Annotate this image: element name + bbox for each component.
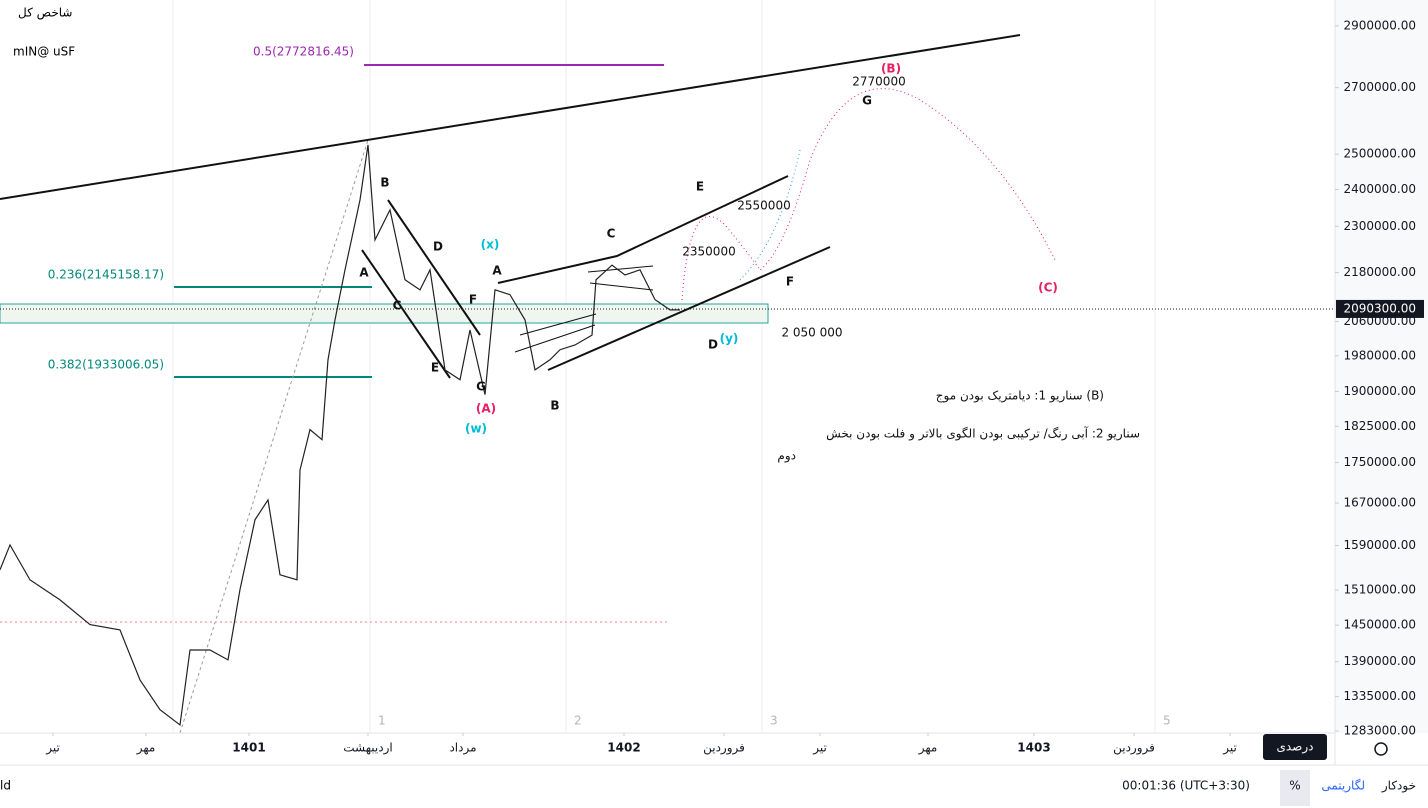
trendline bbox=[589, 282, 654, 291]
zone bbox=[0, 303, 769, 324]
auto-button[interactable]: خودکار bbox=[1381, 779, 1416, 794]
pane-number: 2 bbox=[574, 714, 582, 728]
x-tick-label: فروردین bbox=[1113, 741, 1155, 756]
annotation: 2350000 bbox=[682, 245, 735, 259]
pane-number: 3 bbox=[770, 714, 778, 728]
annotation: 2550000 bbox=[737, 199, 790, 213]
y-tick-label: 2180000.00 bbox=[1343, 265, 1416, 279]
annotation: 2 050 000 bbox=[781, 326, 842, 340]
y-tick-label: 1980000.00 bbox=[1343, 348, 1416, 362]
annotation: (y) bbox=[720, 332, 739, 346]
y-tick-label: 1670000.00 bbox=[1343, 496, 1416, 510]
y-tick-label: 1390000.00 bbox=[1343, 654, 1416, 668]
y-tick-label: 1825000.00 bbox=[1343, 419, 1416, 433]
y-tick-label: 2400000.00 bbox=[1343, 182, 1416, 196]
annotation: (B) bbox=[881, 62, 901, 76]
annotation: A bbox=[359, 266, 369, 280]
annotation: 0.382(1933006.05) bbox=[48, 358, 164, 372]
annotation: D bbox=[433, 240, 443, 254]
y-tick-label: 1900000.00 bbox=[1343, 384, 1416, 398]
trendline bbox=[547, 246, 831, 371]
annotation: F bbox=[469, 293, 477, 307]
annotation: 2770000 bbox=[852, 75, 905, 89]
x-tick-label: مرداد bbox=[449, 741, 476, 756]
annotation: G bbox=[476, 380, 486, 394]
x-tick-label: مهر bbox=[136, 741, 156, 756]
trendline bbox=[361, 249, 451, 379]
trendline bbox=[387, 199, 481, 336]
pane-number: 5 bbox=[1163, 714, 1171, 728]
projection bbox=[681, 88, 1056, 301]
annotation: C bbox=[607, 227, 616, 241]
projection bbox=[739, 149, 801, 281]
annotation: F bbox=[786, 275, 794, 289]
annotation: دوم bbox=[777, 449, 796, 464]
annotation: B bbox=[380, 176, 389, 190]
x-tick-label: مهر bbox=[918, 741, 938, 756]
annotation: 0.5(2772816.45) bbox=[253, 45, 354, 59]
annotation: سناریو 1: دیامتریک بودن موج (B) bbox=[936, 389, 1104, 404]
annotation: سناریو 2: آبی رنگ/ ترکیبی بودن الگوی بال… bbox=[826, 426, 1140, 442]
annotation: 0.236(2145158.17) bbox=[48, 268, 164, 282]
pane-number: 1 bbox=[378, 714, 386, 728]
annotation: (x) bbox=[481, 238, 500, 252]
x-tick-label: تیر bbox=[1222, 741, 1237, 756]
x-tick-label: 1402 bbox=[607, 741, 640, 755]
price-axis-bg bbox=[1335, 0, 1428, 733]
annotation: E bbox=[696, 180, 704, 194]
last-price-label: 2090300.00 bbox=[1343, 301, 1416, 315]
left-text: ld bbox=[0, 779, 11, 793]
fib-base bbox=[179, 139, 369, 734]
y-tick-label: 1750000.00 bbox=[1343, 455, 1416, 469]
y-tick-label: 1335000.00 bbox=[1343, 689, 1416, 703]
y-tick-label: 2900000.00 bbox=[1343, 18, 1416, 32]
trendline bbox=[587, 265, 654, 273]
x-tick-label: تیر bbox=[812, 741, 827, 756]
price-line bbox=[0, 144, 680, 727]
trendline bbox=[0, 34, 1021, 200]
subtitle: mIN@ uSF bbox=[13, 45, 75, 59]
trendline bbox=[514, 324, 596, 353]
annotation: D bbox=[708, 338, 718, 352]
trendline bbox=[497, 175, 789, 284]
x-tick-label: تیر bbox=[45, 741, 60, 756]
annotation: B bbox=[550, 399, 559, 413]
y-tick-label: 1590000.00 bbox=[1343, 538, 1416, 552]
annotation: C bbox=[393, 299, 402, 313]
y-tick-label: 1510000.00 bbox=[1343, 583, 1416, 597]
annotation: (A) bbox=[476, 402, 496, 416]
y-tick-label: 1450000.00 bbox=[1343, 618, 1416, 632]
tooltip: درصدی bbox=[1276, 740, 1313, 755]
annotation: (w) bbox=[465, 422, 487, 436]
y-tick-label: 2700000.00 bbox=[1343, 80, 1416, 94]
x-tick-label: اردیبهشت bbox=[343, 741, 392, 756]
clock: 00:01:36 (UTC+3:30) bbox=[1122, 779, 1250, 793]
y-tick-label: 1283000.00 bbox=[1343, 723, 1416, 737]
chart-title: شاخص کل bbox=[18, 6, 72, 21]
y-tick-label: 2300000.00 bbox=[1343, 219, 1416, 233]
log-button[interactable]: لگاریتمی bbox=[1321, 779, 1365, 794]
x-tick-label: 1403 bbox=[1017, 741, 1050, 755]
annotation: (C) bbox=[1038, 281, 1058, 295]
annotation: A bbox=[492, 264, 502, 278]
settings-icon[interactable] bbox=[1374, 742, 1388, 756]
x-tick-label: 1401 bbox=[232, 741, 265, 755]
y-tick-label: 2500000.00 bbox=[1343, 147, 1416, 161]
last-price-tag bbox=[1336, 299, 1424, 318]
annotation: E bbox=[431, 361, 439, 375]
percent-button[interactable]: % bbox=[1289, 779, 1300, 793]
percent-btn-bg bbox=[1280, 770, 1310, 806]
annotation: G bbox=[862, 94, 872, 108]
tooltip-bg bbox=[1263, 734, 1327, 760]
x-tick-label: فروردین bbox=[703, 741, 745, 756]
trendline bbox=[519, 313, 597, 336]
